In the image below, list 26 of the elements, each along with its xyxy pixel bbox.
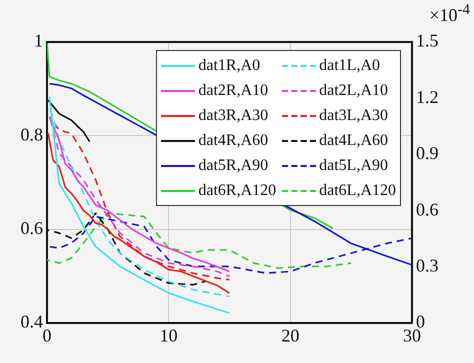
x-tick-label: 0 (42, 326, 52, 346)
legend-label: dat1R,A0 (198, 56, 260, 76)
legend-label: dat2L,A10 (319, 81, 388, 101)
y2-tick-label: 0.9 (416, 143, 438, 164)
y-tick-label: 0.8 (20, 124, 43, 144)
legend-label: dat6R,A120 (198, 181, 276, 201)
x-tick-label: 20 (281, 326, 300, 346)
text: ×10$^{-4}$ (429, 2, 470, 26)
legend-label: dat4L,A60 (319, 131, 388, 151)
y2-tick-label: 0.6 (416, 199, 438, 220)
y2-tick-label: 1.2 (416, 86, 438, 107)
legend-label: dat6L,A120 (319, 181, 396, 201)
x-tick-label: 10 (160, 326, 178, 346)
legend-label: dat2R,A10 (198, 81, 268, 101)
legend-label: dat1L,A0 (319, 56, 380, 76)
y-tick-label: 0.6 (20, 218, 43, 238)
legend-label: dat5R,A90 (198, 156, 268, 176)
legend-label: dat3R,A30 (198, 106, 268, 126)
line-series (47, 212, 352, 269)
legend-label: dat4R,A60 (198, 131, 268, 151)
y2-tick-label: 0.3 (416, 256, 438, 276)
legend-label: dat3L,A30 (319, 106, 388, 126)
legend-label: dat5L,A90 (319, 156, 388, 176)
y-tick-label: 0.4 (20, 312, 43, 332)
y-tick-label: 1 (34, 30, 43, 51)
y2-tick-label: 1.5 (416, 30, 438, 51)
